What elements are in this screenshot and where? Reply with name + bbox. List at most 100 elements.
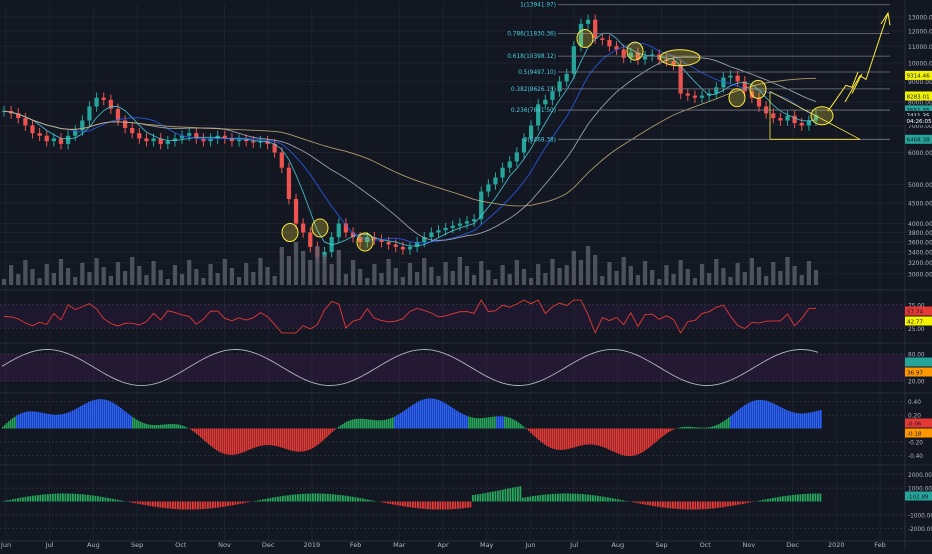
x-tick-label: 2019 — [304, 541, 321, 549]
volume-bar — [66, 268, 70, 285]
macd-bar — [380, 502, 382, 503]
momentum-bar — [804, 413, 806, 428]
y-tick-label: 3800.00 — [908, 230, 932, 237]
x-tick-label: Jun — [0, 541, 11, 549]
momentum-bar — [334, 429, 336, 430]
momentum-bar — [246, 429, 248, 451]
momentum-bar — [432, 399, 434, 429]
momentum-bar — [176, 424, 178, 428]
momentum-bar — [518, 423, 520, 429]
momentum-bar — [180, 425, 182, 428]
macd-bar — [367, 500, 369, 502]
macd-bar — [577, 494, 579, 502]
candle-body — [116, 109, 120, 121]
momentum-bar — [28, 411, 30, 428]
rsi-band — [0, 305, 905, 329]
momentum-bar — [602, 429, 604, 448]
macd-bar — [235, 502, 237, 505]
macd-bar — [150, 502, 152, 507]
macd-bar — [195, 502, 197, 510]
momentum-bar — [316, 429, 318, 446]
momentum-bar — [784, 409, 786, 428]
candle-body — [771, 113, 775, 118]
macd-bar — [332, 494, 334, 501]
macd-bar — [580, 494, 582, 502]
macd-bar — [382, 502, 384, 503]
fib-level-label: 0.236(7641.50) — [511, 108, 556, 114]
macd-bar — [590, 495, 592, 502]
momentum-bar — [174, 424, 176, 428]
macd-bar — [440, 502, 442, 510]
momentum-bar — [254, 429, 256, 448]
macd-bar — [177, 502, 179, 510]
macd-bar — [115, 499, 117, 501]
highlight-circle — [282, 223, 298, 241]
candle-body — [493, 178, 497, 185]
macd-bar — [397, 502, 399, 506]
candle-body — [151, 138, 155, 141]
macd-bar — [647, 502, 649, 506]
macd-bar — [450, 502, 452, 510]
macd-bar — [605, 497, 607, 502]
macd-bar — [197, 502, 199, 510]
momentum-bar — [108, 401, 110, 429]
y-tick-label: 3600.00 — [908, 239, 932, 246]
volume-bar — [137, 266, 141, 285]
volume-bar — [230, 268, 234, 285]
x-tick-label: Dec — [262, 541, 275, 549]
macd-bar — [530, 497, 532, 502]
macd-bar — [180, 502, 182, 510]
momentum-bar — [252, 429, 254, 449]
momentum-bar — [418, 401, 420, 428]
macd-bar — [152, 502, 154, 507]
momentum-bar — [508, 418, 510, 429]
volume-bar — [258, 258, 262, 285]
momentum-bar — [312, 429, 314, 449]
volume-bar — [59, 259, 63, 285]
momentum-bar — [346, 422, 348, 429]
momentum-bar — [758, 400, 760, 429]
volume-bar — [123, 271, 127, 285]
momentum-bar — [76, 408, 78, 428]
macd-bar — [657, 502, 659, 507]
momentum-bar — [300, 429, 302, 452]
momentum-bar — [600, 429, 602, 447]
volume-bar — [223, 259, 227, 285]
momentum-bar — [500, 416, 502, 428]
candle-body — [237, 140, 241, 141]
momentum-bar — [42, 413, 44, 429]
momentum-bar — [682, 427, 684, 429]
momentum-bar — [722, 422, 724, 429]
candle-body — [728, 76, 732, 78]
momentum-bar — [774, 404, 776, 428]
macd-bar — [212, 502, 214, 509]
volume-bar — [679, 260, 683, 285]
candle-body — [451, 226, 455, 228]
panel-value-text: -102.89 — [907, 494, 929, 500]
candle-body — [387, 242, 391, 244]
candle-body — [565, 74, 569, 82]
momentum-bar — [578, 429, 580, 447]
volume-bar — [394, 268, 398, 285]
momentum-bar — [114, 404, 116, 429]
fib-level-label: 0.786(11830.36) — [507, 32, 556, 38]
momentum-bar — [132, 417, 134, 428]
candle-body — [244, 140, 248, 141]
macd-bar — [682, 502, 684, 510]
macd-bar — [730, 502, 732, 507]
momentum-bar — [374, 420, 376, 428]
macd-bar — [405, 502, 407, 507]
macd-bar — [50, 494, 52, 502]
momentum-bar — [78, 407, 80, 428]
macd-bar — [5, 501, 7, 502]
macd-bar — [417, 502, 419, 509]
volume-bar — [586, 246, 590, 285]
stoch-band — [0, 354, 905, 381]
momentum-bar — [112, 403, 114, 429]
volume-bar — [273, 276, 277, 285]
macd-bar — [140, 502, 142, 505]
momentum-bar — [26, 412, 28, 429]
volume-bar — [700, 264, 704, 285]
macd-bar — [352, 497, 354, 502]
volume-bar — [237, 277, 241, 285]
